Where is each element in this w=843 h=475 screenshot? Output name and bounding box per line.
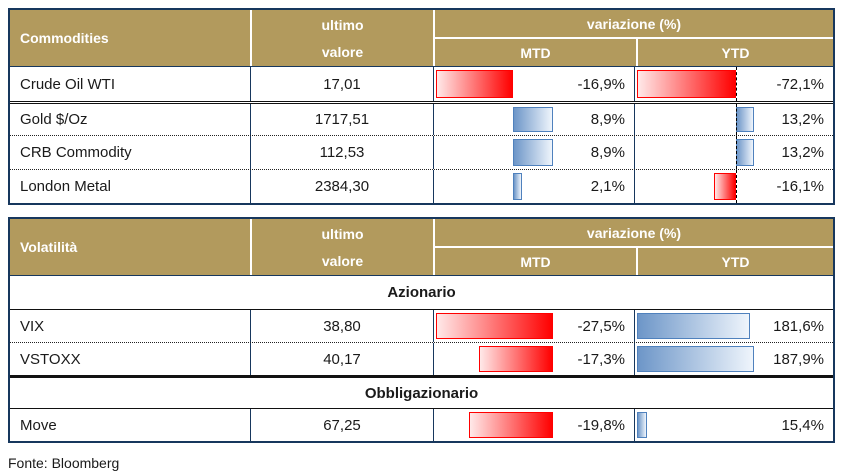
variation-subheader-row: MTD YTD xyxy=(435,39,833,66)
table-row: VSTOXX 40,17 -17,3% 187,9% xyxy=(10,342,833,375)
last-value-header-line1: ultimo xyxy=(321,225,364,242)
mtd-data-bar xyxy=(512,173,523,200)
ytd-variation-cell: 15,4% xyxy=(634,409,833,441)
ytd-data-bar xyxy=(735,139,754,166)
mtd-data-bar xyxy=(512,107,553,132)
variation-subheader-row: MTD YTD xyxy=(435,248,833,275)
mtd-data-bar xyxy=(468,412,553,438)
mtd-variation-cell: 8,9% xyxy=(433,136,634,169)
last-value-header: ultimo valore xyxy=(250,219,433,275)
variation-value: 8,9% xyxy=(590,144,625,161)
mtd-data-bar xyxy=(512,139,553,166)
tables-root: Commodities ultimo valore variazione (%) MTD… xyxy=(8,8,843,443)
mtd-variation-cell: -19,8% xyxy=(433,409,634,441)
ytd-variation-cell: 187,9% xyxy=(634,343,833,375)
table-row: Gold $/Oz 1717,51 8,9% 13,2% xyxy=(10,101,833,135)
mtd-data-bar xyxy=(436,70,513,98)
mtd-column-header: MTD xyxy=(435,39,636,66)
mtd-data-bar xyxy=(436,313,553,339)
ytd-column-header: YTD xyxy=(636,39,833,66)
ytd-axis-line xyxy=(735,104,737,135)
mtd-variation-cell: 2,1% xyxy=(433,170,634,203)
last-value-header: ultimo valore xyxy=(250,10,433,66)
variation-value: -17,3% xyxy=(577,350,625,368)
ytd-variation-cell: -72,1% xyxy=(634,67,833,101)
ytd-axis-line xyxy=(735,136,737,169)
last-value-header-line2: valore xyxy=(321,252,364,269)
last-value: 1717,51 xyxy=(250,104,433,135)
last-value: 2384,30 xyxy=(250,170,433,203)
variation-value: -19,8% xyxy=(577,416,625,434)
mtd-data-bar xyxy=(479,346,553,372)
table-title: Commodities xyxy=(10,10,250,66)
mtd-variation-cell: -17,3% xyxy=(433,343,634,375)
last-value: 67,25 xyxy=(250,409,433,441)
ytd-data-bar xyxy=(637,313,751,339)
commodities-table: Commodities ultimo valore variazione (%) MTD… xyxy=(8,8,835,205)
last-value-header-line2: valore xyxy=(321,43,364,60)
instrument-name: CRB Commodity xyxy=(20,144,132,161)
mtd-variation-cell: -16,9% xyxy=(433,67,634,101)
variation-header-group: variazione (%) MTD YTD xyxy=(433,219,833,275)
last-value: 40,17 xyxy=(250,343,433,375)
ytd-variation-cell: -16,1% xyxy=(634,170,833,203)
variation-header: variazione (%) xyxy=(435,10,833,37)
variation-header-group: variazione (%) MTD YTD xyxy=(433,10,833,66)
ytd-variation-cell: 181,6% xyxy=(634,310,833,342)
variation-value: 15,4% xyxy=(781,416,824,434)
variation-value: -27,5% xyxy=(577,317,625,335)
table-row: Move 67,25 -19,8% 15,4% xyxy=(10,408,833,441)
last-value: 17,01 xyxy=(250,67,433,101)
mtd-column-header: MTD xyxy=(435,248,636,275)
instrument-name: London Metal xyxy=(20,178,111,195)
variation-value: 13,2% xyxy=(781,144,824,161)
instrument-name: VIX xyxy=(20,317,45,335)
ytd-variation-cell: 13,2% xyxy=(634,104,833,135)
table-title: Volatilità xyxy=(10,219,250,275)
ytd-data-bar xyxy=(713,173,736,200)
last-value: 38,80 xyxy=(250,310,433,342)
ytd-axis-line xyxy=(735,67,737,101)
ytd-data-bar xyxy=(637,346,754,372)
variation-value: 181,6% xyxy=(773,317,824,335)
variation-value: -16,9% xyxy=(577,75,625,93)
ytd-data-bar xyxy=(637,70,736,98)
variation-value: -72,1% xyxy=(776,75,824,93)
last-value: 112,53 xyxy=(250,136,433,169)
instrument-name: Move xyxy=(20,416,57,434)
ytd-data-bar xyxy=(735,107,754,132)
variation-value: 187,9% xyxy=(773,350,824,368)
last-value-header-line1: ultimo xyxy=(321,16,364,33)
ytd-variation-cell: 13,2% xyxy=(634,136,833,169)
instrument-name: Gold $/Oz xyxy=(20,111,88,128)
table-header: Volatilità ultimo valore variazione (%) MTD Y… xyxy=(10,219,833,276)
table-row: CRB Commodity 112,53 8,9% 13,2% xyxy=(10,135,833,169)
table-header: Commodities ultimo valore variazione (%) MTD… xyxy=(10,10,833,67)
ytd-data-bar xyxy=(637,412,647,438)
ytd-column-header: YTD xyxy=(636,248,833,275)
section-header-obbligazionario: Obbligazionario xyxy=(10,375,833,408)
variation-value: 13,2% xyxy=(781,111,824,128)
variation-value: 8,9% xyxy=(590,111,625,128)
instrument-name: Crude Oil WTI xyxy=(20,75,116,93)
variation-value: 2,1% xyxy=(590,178,625,195)
table-row: Crude Oil WTI 17,01 -16,9% -72,1% xyxy=(10,67,833,101)
variation-header: variazione (%) xyxy=(435,219,833,246)
mtd-variation-cell: 8,9% xyxy=(433,104,634,135)
section-header-azionario: Azionario xyxy=(10,276,833,309)
mtd-variation-cell: -27,5% xyxy=(433,310,634,342)
table-row: London Metal 2384,30 2,1% -16,1% xyxy=(10,169,833,203)
table-row: VIX 38,80 -27,5% 181,6% xyxy=(10,309,833,342)
volatility-table: Volatilità ultimo valore variazione (%) MTD Y… xyxy=(8,217,835,443)
instrument-name: VSTOXX xyxy=(20,350,81,368)
source-note: Fonte: Bloomberg xyxy=(8,455,120,471)
variation-value: -16,1% xyxy=(776,178,824,195)
ytd-axis-line xyxy=(735,170,737,203)
